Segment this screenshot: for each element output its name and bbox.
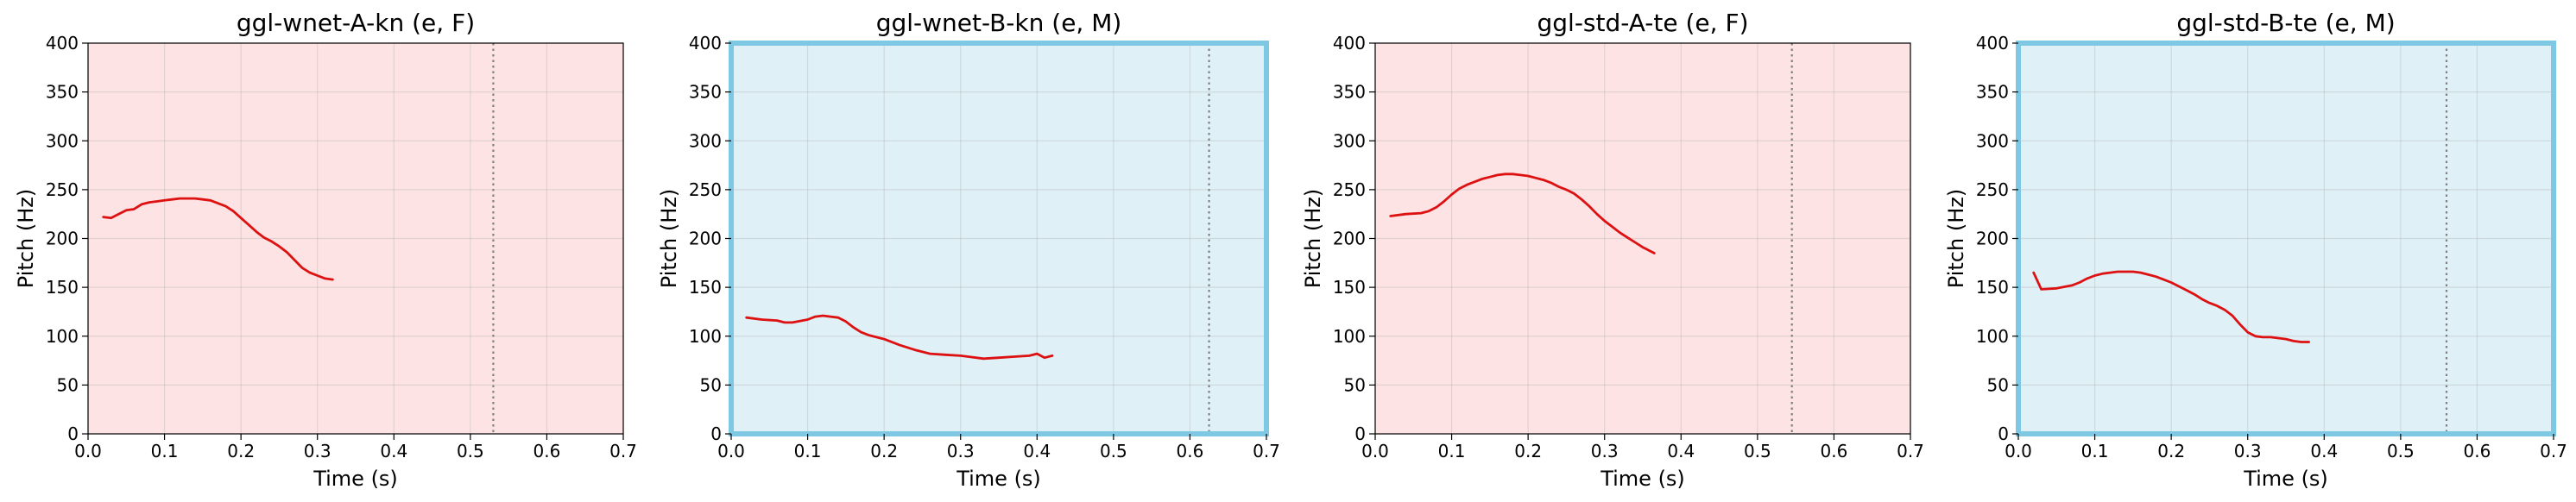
y-tick-label: 400 bbox=[1333, 33, 1366, 53]
y-tick-label: 100 bbox=[689, 326, 722, 347]
y-tick-label: 250 bbox=[689, 179, 722, 200]
y-axis-label: Pitch (Hz) bbox=[1301, 189, 1325, 288]
y-axis-label: Pitch (Hz) bbox=[14, 189, 38, 288]
y-tick-label: 0 bbox=[1354, 424, 1366, 444]
y-tick-label: 350 bbox=[1333, 82, 1366, 103]
y-tick-label: 300 bbox=[46, 130, 79, 151]
x-tick-label: 0.6 bbox=[1177, 441, 1204, 461]
y-axis-label: Pitch (Hz) bbox=[1944, 189, 1968, 288]
y-tick-label: 350 bbox=[1976, 82, 2009, 103]
x-tick-label: 0.4 bbox=[2310, 441, 2338, 461]
y-axis-label: Pitch (Hz) bbox=[657, 189, 681, 288]
x-tick-label: 0.2 bbox=[870, 441, 898, 461]
x-tick-label: 0.7 bbox=[1897, 441, 1924, 461]
x-tick-label: 0.7 bbox=[2540, 441, 2567, 461]
x-tick-label: 0.5 bbox=[1100, 441, 1127, 461]
y-tick-label: 250 bbox=[1976, 179, 2009, 200]
y-tick-label: 300 bbox=[1976, 130, 2009, 151]
y-tick-label: 250 bbox=[1333, 179, 1366, 200]
y-tick-label: 200 bbox=[689, 229, 722, 249]
y-tick-label: 200 bbox=[1333, 229, 1366, 249]
y-tick-label: 50 bbox=[57, 374, 79, 395]
x-tick-label: 0.0 bbox=[2005, 441, 2032, 461]
y-tick-label: 300 bbox=[1333, 130, 1366, 151]
plot-background bbox=[88, 43, 623, 434]
y-tick-label: 200 bbox=[46, 229, 79, 249]
x-tick-label: 0.6 bbox=[2464, 441, 2491, 461]
y-tick-label: 150 bbox=[1976, 277, 2009, 298]
x-tick-label: 0.0 bbox=[74, 441, 102, 461]
y-tick-label: 400 bbox=[1976, 33, 2009, 53]
y-tick-label: 150 bbox=[46, 277, 79, 298]
x-tick-label: 0.2 bbox=[227, 441, 255, 461]
x-tick-label: 0.4 bbox=[1023, 441, 1051, 461]
x-tick-label: 0.0 bbox=[1361, 441, 1389, 461]
x-axis-label: Time (s) bbox=[2243, 467, 2328, 491]
y-tick-label: 50 bbox=[1344, 374, 1366, 395]
plot-background bbox=[2018, 43, 2554, 434]
x-tick-label: 0.3 bbox=[1591, 441, 1619, 461]
x-tick-label: 0.1 bbox=[1438, 441, 1466, 461]
x-tick-label: 0.5 bbox=[457, 441, 484, 461]
plot-background bbox=[731, 43, 1266, 434]
chart-panel-3: 0.0 0.1 0.2 0.3 0.4 0.5 0.6 0.7 0 50 100 150 200 250 3… bbox=[1301, 9, 1924, 491]
x-tick-label: 0.1 bbox=[2081, 441, 2109, 461]
chart-panel-2: 0.0 0.1 0.2 0.3 0.4 0.5 0.6 0.7 0 50 100 150 200 250 3… bbox=[657, 9, 1280, 491]
pitch-series-line bbox=[1389, 173, 1656, 254]
x-tick-label: 0.3 bbox=[947, 441, 975, 461]
x-tick-label: 0.4 bbox=[380, 441, 407, 461]
y-tick-label: 150 bbox=[689, 277, 722, 298]
chart-panel-1: 0.0 0.1 0.2 0.3 0.4 0.5 0.6 0.7 0 50 100 150 200 250 3… bbox=[14, 9, 637, 491]
x-tick-label: 0.5 bbox=[2387, 441, 2415, 461]
x-axis-label: Time (s) bbox=[956, 467, 1041, 491]
pitch-series-line bbox=[745, 314, 1054, 361]
y-tick-label: 350 bbox=[46, 82, 79, 103]
x-tick-label: 0.4 bbox=[1667, 441, 1695, 461]
x-tick-label: 0.1 bbox=[151, 441, 179, 461]
x-axis-label: Time (s) bbox=[313, 467, 398, 491]
y-tick-label: 0 bbox=[67, 424, 79, 444]
x-tick-label: 0.3 bbox=[2234, 441, 2262, 461]
y-tick-label: 200 bbox=[1976, 229, 2009, 249]
chart-title: ggl-wnet-A-kn (e, F) bbox=[237, 9, 475, 37]
x-tick-label: 0.5 bbox=[1744, 441, 1771, 461]
y-tick-label: 150 bbox=[1333, 277, 1366, 298]
y-tick-label: 50 bbox=[1987, 374, 2009, 395]
x-tick-label: 0.7 bbox=[609, 441, 637, 461]
y-tick-label: 400 bbox=[689, 33, 722, 53]
x-tick-label: 0.2 bbox=[2157, 441, 2185, 461]
x-tick-label: 0.6 bbox=[534, 441, 561, 461]
y-tick-label: 300 bbox=[689, 130, 722, 151]
pitch-series-line bbox=[102, 197, 334, 281]
y-tick-label: 0 bbox=[1998, 424, 2009, 444]
y-tick-label: 100 bbox=[1333, 326, 1366, 347]
plot-background bbox=[1375, 43, 1910, 434]
chart-title: ggl-std-B-te (e, M) bbox=[2176, 9, 2395, 37]
y-tick-label: 350 bbox=[689, 82, 722, 103]
x-tick-label: 0.6 bbox=[1821, 441, 1848, 461]
y-tick-label: 400 bbox=[46, 33, 79, 53]
x-tick-label: 0.3 bbox=[304, 441, 331, 461]
y-tick-label: 100 bbox=[46, 326, 79, 347]
x-tick-label: 0.2 bbox=[1514, 441, 1542, 461]
chart-title: ggl-std-A-te (e, F) bbox=[1537, 9, 1749, 37]
y-tick-label: 250 bbox=[46, 179, 79, 200]
x-tick-label: 0.1 bbox=[794, 441, 822, 461]
x-tick-label: 0.0 bbox=[717, 441, 745, 461]
y-tick-label: 100 bbox=[1976, 326, 2009, 347]
x-tick-label: 0.7 bbox=[1253, 441, 1280, 461]
y-tick-label: 50 bbox=[700, 374, 722, 395]
chart-title: ggl-wnet-B-kn (e, M) bbox=[876, 9, 1122, 37]
x-axis-label: Time (s) bbox=[1600, 467, 1685, 491]
chart-panel-4: 0.0 0.1 0.2 0.3 0.4 0.5 0.6 0.7 0 50 100 150 200 250 3… bbox=[1944, 9, 2567, 491]
pitch-series-line bbox=[2032, 270, 2311, 343]
y-tick-label: 0 bbox=[710, 424, 722, 444]
